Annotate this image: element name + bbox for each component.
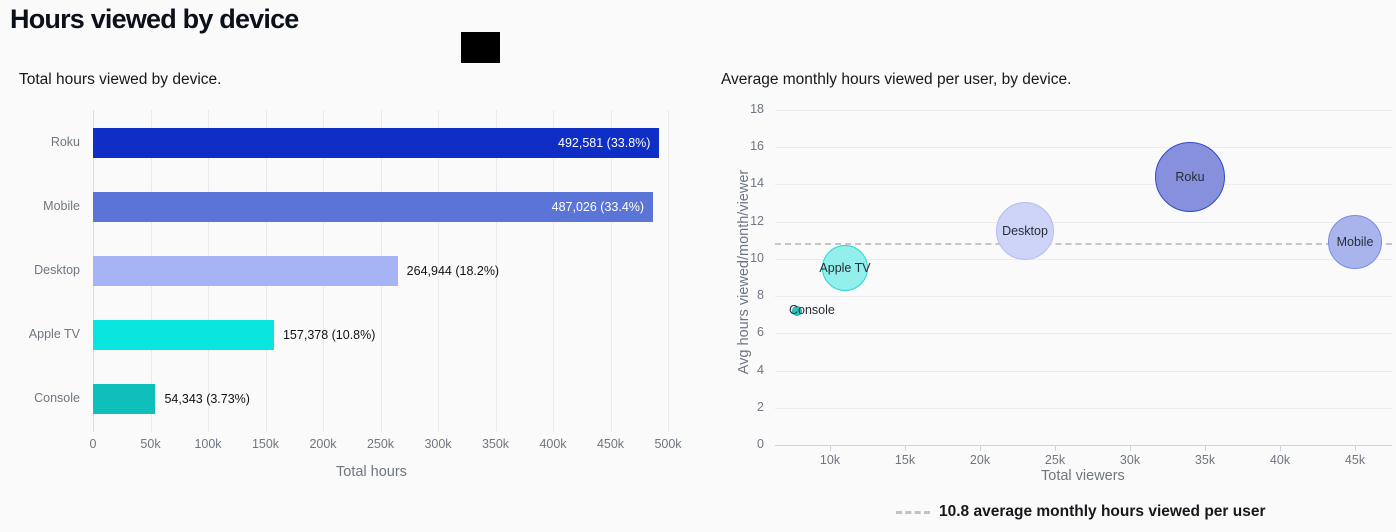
bubble-apple-tv[interactable]: Apple TV	[819, 245, 871, 292]
bubble-label: Console	[789, 303, 835, 317]
category-label: Console	[34, 391, 80, 405]
y-tick-label: 12	[750, 213, 764, 228]
category-label: Apple TV	[28, 327, 80, 341]
gridline	[553, 110, 554, 432]
bar-value-label: 264,944 (18.2%)	[406, 264, 500, 278]
y-tick-label: 10	[750, 250, 764, 265]
x-axis-line	[775, 445, 1392, 446]
x-tick-label: 45k	[1344, 453, 1366, 467]
x-tick-mark	[1280, 445, 1281, 451]
x-tick-label: 350k	[481, 437, 510, 451]
reference-line-legend: 10.8 average monthly hours viewed per us…	[896, 503, 1266, 521]
x-tick-label: 250k	[366, 437, 395, 451]
y-tick-label: 0	[757, 437, 764, 451]
gridline	[610, 110, 612, 432]
bar-mobile[interactable]	[93, 192, 654, 222]
gridline	[438, 110, 439, 432]
bar-apple-tv[interactable]	[93, 320, 274, 350]
category-label: Mobile	[43, 199, 80, 213]
bubble-mobile[interactable]: Mobile	[1328, 215, 1382, 270]
gridline	[775, 147, 1392, 149]
average-reference-line	[775, 243, 1392, 245]
x-tick-label: 10k	[819, 453, 841, 467]
bubble-label: Mobile	[1336, 235, 1374, 250]
page-title: Hours viewed by device	[10, 4, 299, 34]
gridline	[775, 258, 1392, 260]
bar-value-label: 492,581 (33.8%)	[558, 136, 651, 150]
x-tick-mark	[980, 445, 981, 451]
y-tick-label: 18	[750, 102, 764, 117]
x-tick-label: 400k	[539, 437, 567, 451]
gridline	[668, 110, 669, 432]
gridline	[775, 370, 1392, 372]
gridline	[775, 221, 1392, 223]
x-tick-label: 35k	[1194, 453, 1216, 467]
bubble-label: Apple TV	[819, 261, 871, 276]
y-tick-label: 4	[757, 362, 764, 377]
x-tick-mark	[905, 445, 906, 451]
left-chart-subtitle: Total hours viewed by device.	[19, 71, 222, 88]
category-label: Desktop	[34, 263, 80, 277]
y-tick-label: 6	[757, 325, 764, 340]
x-tick-label: 40k	[1269, 453, 1291, 467]
x-tick-label: 100k	[194, 437, 222, 451]
gridline	[495, 110, 497, 432]
bar-value-label: 157,378 (10.8%)	[282, 328, 376, 342]
x-tick-label: 500k	[654, 437, 682, 451]
x-tick-mark	[1130, 445, 1131, 451]
x-tick-label: 20k	[969, 453, 991, 467]
bubble-roku[interactable]: Roku	[1155, 142, 1225, 213]
legend-text: 10.8 average monthly hours viewed per us…	[939, 503, 1266, 520]
y-tick-label: 16	[750, 139, 764, 154]
bar-console[interactable]	[93, 384, 156, 414]
gridline	[775, 407, 1392, 409]
black-box	[461, 32, 500, 63]
x-tick-mark	[830, 445, 831, 451]
y-tick-label: 14	[750, 176, 764, 191]
bubble-label: Desktop	[1002, 223, 1048, 238]
bar-value-label: 487,026 (33.4%)	[551, 200, 645, 214]
x-tick-label: 50k	[140, 437, 161, 451]
gridline	[775, 333, 1392, 335]
bubble-label: Roku	[1175, 170, 1205, 185]
right-y-axis-title: Avg hours viewed/month/viewer	[736, 169, 752, 375]
category-label: Roku	[50, 135, 80, 149]
gridline	[775, 110, 1392, 112]
x-tick-mark	[1205, 445, 1206, 451]
x-tick-mark	[1355, 445, 1356, 451]
x-tick-label: 450k	[596, 437, 625, 451]
right-x-axis-title: Total viewers	[1041, 468, 1125, 484]
gridline	[775, 296, 1392, 298]
right-chart-subtitle: Average monthly hours viewed per user, b…	[721, 71, 1072, 88]
dashed-line-swatch-icon	[896, 510, 930, 514]
gridline	[775, 184, 1392, 186]
bar-desktop[interactable]	[93, 256, 398, 286]
bar-value-label: 54,343 (3.73%)	[164, 392, 250, 406]
bar-chart-total-hours: 0 50k 100k 150k 200k 250k 300k 350k 400k 450k 500k…	[28, 110, 682, 451]
y-tick-label: 2	[757, 399, 764, 414]
x-tick-label: 200k	[309, 437, 337, 451]
y-tick-label: 8	[757, 288, 764, 303]
left-x-axis-title: Total hours	[336, 464, 407, 480]
bubble-chart-avg-hours: 0 2 4 6 8 10 12 14 16 18 10k 15k 20k 25k 30k 35k 40k 45k A…	[700, 0, 1396, 532]
x-tick-label: 25k	[1044, 453, 1066, 467]
x-tick-mark	[1055, 445, 1056, 451]
x-tick-label: 0	[89, 437, 97, 451]
bar-roku[interactable]	[93, 128, 660, 158]
x-tick-label: 30k	[1119, 453, 1141, 467]
x-tick-label: 15k	[894, 453, 916, 467]
x-tick-label: 150k	[251, 437, 280, 451]
bubble-console[interactable]	[792, 306, 802, 316]
bubble-desktop[interactable]: Desktop	[996, 201, 1054, 260]
x-tick-label: 300k	[424, 437, 452, 451]
